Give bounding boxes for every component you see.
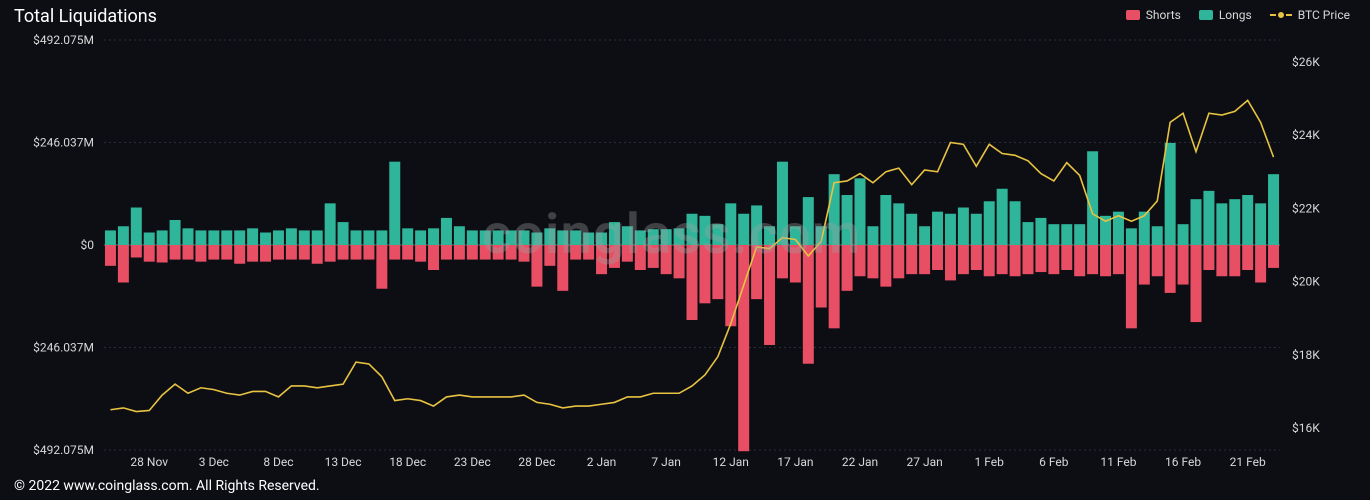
svg-text:$26K: $26K xyxy=(1292,55,1320,69)
svg-text:$18K: $18K xyxy=(1292,348,1320,362)
legend-label-shorts: Shorts xyxy=(1146,8,1181,22)
svg-text:7 Jan: 7 Jan xyxy=(651,455,681,469)
legend-label-price: BTC Price xyxy=(1298,8,1350,22)
legend-item-btc-price[interactable]: BTC Price xyxy=(1270,8,1350,22)
svg-text:16 Feb: 16 Feb xyxy=(1165,455,1201,469)
svg-text:27 Jan: 27 Jan xyxy=(906,455,942,469)
svg-text:22 Jan: 22 Jan xyxy=(842,455,878,469)
svg-text:6 Feb: 6 Feb xyxy=(1039,455,1069,469)
svg-text:$24K: $24K xyxy=(1292,128,1320,142)
price-swatch xyxy=(1270,12,1292,18)
footer-copyright: © 2022 www.coinglass.com. All Rights Res… xyxy=(14,478,320,494)
svg-text:28 Nov: 28 Nov xyxy=(130,455,168,469)
svg-text:13 Dec: 13 Dec xyxy=(325,455,362,469)
legend-item-shorts[interactable]: Shorts xyxy=(1126,8,1181,22)
svg-text:$492.075M: $492.075M xyxy=(33,443,94,457)
svg-text:$20K: $20K xyxy=(1292,275,1320,289)
svg-text:23 Dec: 23 Dec xyxy=(454,455,491,469)
legend-item-longs[interactable]: Longs xyxy=(1199,8,1252,22)
chart-title: Total Liquidations xyxy=(14,6,157,27)
svg-text:$492.075M: $492.075M xyxy=(33,33,94,47)
chart-area[interactable]: $492.075M $246.037M $0 $246.037M $492.075M $2… xyxy=(0,32,1370,472)
svg-text:12 Jan: 12 Jan xyxy=(713,455,749,469)
longs-swatch xyxy=(1199,10,1213,20)
svg-text:2 Jan: 2 Jan xyxy=(587,455,617,469)
svg-text:21 Feb: 21 Feb xyxy=(1230,455,1266,469)
svg-text:$246.037M: $246.037M xyxy=(33,136,94,150)
shorts-swatch xyxy=(1126,10,1140,20)
svg-text:8 Dec: 8 Dec xyxy=(263,455,293,469)
legend-label-longs: Longs xyxy=(1219,8,1252,22)
chart-svg: $492.075M $246.037M $0 $246.037M $492.075M $2… xyxy=(0,32,1370,472)
svg-text:$246.037M: $246.037M xyxy=(33,340,94,354)
svg-text:17 Jan: 17 Jan xyxy=(777,455,813,469)
svg-text:28 Dec: 28 Dec xyxy=(518,455,555,469)
svg-text:$16K: $16K xyxy=(1292,421,1320,435)
svg-text:11 Feb: 11 Feb xyxy=(1100,455,1136,469)
svg-text:$22K: $22K xyxy=(1292,201,1320,215)
svg-text:18 Dec: 18 Dec xyxy=(389,455,426,469)
legend: Shorts Longs BTC Price xyxy=(1126,8,1350,22)
svg-text:$0: $0 xyxy=(81,238,95,252)
svg-text:3 Dec: 3 Dec xyxy=(199,455,229,469)
svg-text:1 Feb: 1 Feb xyxy=(975,455,1005,469)
